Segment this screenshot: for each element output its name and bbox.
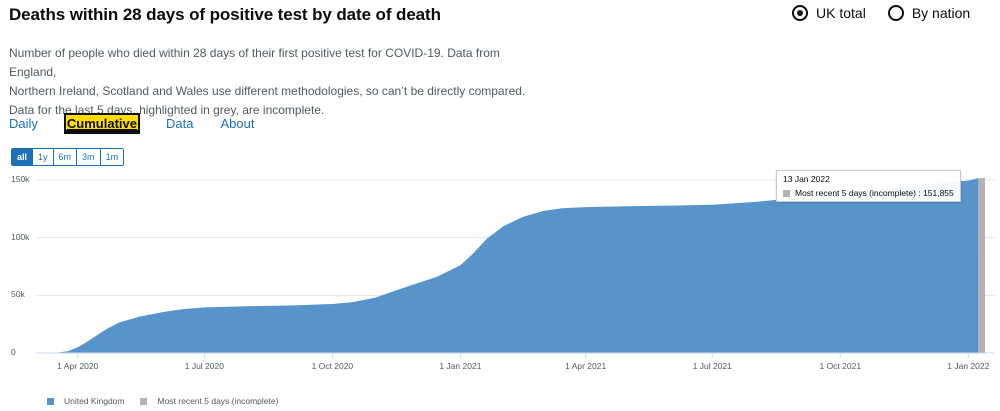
x-tick-label: 1 Jul 2021 (692, 361, 732, 371)
radio-unchecked-icon[interactable] (887, 5, 904, 21)
y-tick-label: 50k (11, 289, 25, 300)
legend-swatch-icon (140, 397, 148, 405)
range-all-button[interactable]: all (12, 149, 34, 165)
chart-description: Number of people who died within 28 days… (9, 44, 529, 120)
series-area-united-kingdom[interactable] (36, 178, 978, 353)
x-tick-label: 1 Apr 2021 (565, 361, 607, 371)
description-line: Data for the last 5 days, highlighted in… (9, 103, 325, 117)
range-1y-button[interactable]: 1y (33, 149, 54, 165)
radio-uk-total-label: UK total (816, 5, 866, 21)
y-tick-label: 100k (11, 231, 30, 242)
y-tick-label: 0 (11, 347, 16, 357)
view-options: UK total By nation (792, 5, 970, 21)
tab-about[interactable]: About (220, 116, 255, 131)
x-tick-label: 1 Oct 2021 (819, 361, 862, 371)
radio-by-nation[interactable]: By nation (887, 5, 971, 21)
radio-by-nation-label: By nation (911, 5, 971, 21)
radio-uk-total[interactable]: UK total (792, 5, 866, 21)
tab-cumulative[interactable]: Cumulative (63, 113, 140, 134)
x-tick-label: 1 Apr 2020 (57, 361, 99, 371)
legend-label: United Kingdom (64, 396, 125, 406)
tab-daily[interactable]: Daily (9, 116, 38, 131)
range-6m-button[interactable]: 6m (53, 149, 78, 165)
chart-title: Deaths within 28 days of positive test b… (9, 5, 441, 24)
x-tick-label: 1 Oct 2020 (311, 361, 354, 371)
tooltip-value: Most recent 5 days (incomplete) : 151,85… (795, 188, 954, 198)
tooltip-date: 13 Jan 2022 (783, 174, 830, 184)
chart-legend: United Kingdom Most recent 5 days (incom… (47, 396, 278, 406)
chart-tabs: Daily Cumulative Data About (9, 113, 281, 134)
description-line: Number of people who died within 28 days… (9, 46, 500, 79)
x-tick-label: 1 Jul 2020 (184, 361, 224, 371)
legend-swatch-icon (47, 397, 54, 405)
legend-item-united-kingdom[interactable]: United Kingdom (47, 396, 124, 406)
range-selector: all 1y 6m 3m 1m (11, 148, 125, 166)
legend-label: Most recent 5 days (incomplete) (157, 396, 279, 406)
chart-tooltip: 13 Jan 2022 Most recent 5 days (incomple… (776, 170, 961, 202)
legend-item-incomplete[interactable]: Most recent 5 days (incomplete) (140, 396, 278, 406)
range-1m-button[interactable]: 1m (100, 149, 124, 165)
range-3m-button[interactable]: 3m (77, 149, 101, 165)
tab-data[interactable]: Data (165, 116, 194, 131)
x-tick-label: 1 Jan 2022 (947, 361, 990, 371)
tooltip-row: Most recent 5 days (incomplete) : 151,85… (783, 188, 954, 198)
x-tick-label: 1 Jan 2021 (439, 361, 482, 371)
radio-checked-icon[interactable] (792, 5, 808, 21)
tooltip-swatch-icon (783, 189, 790, 197)
description-line: Northern Ireland, Scotland and Wales use… (9, 84, 526, 98)
y-tick-label: 150k (11, 174, 30, 184)
series-area-incomplete[interactable] (978, 177, 985, 353)
